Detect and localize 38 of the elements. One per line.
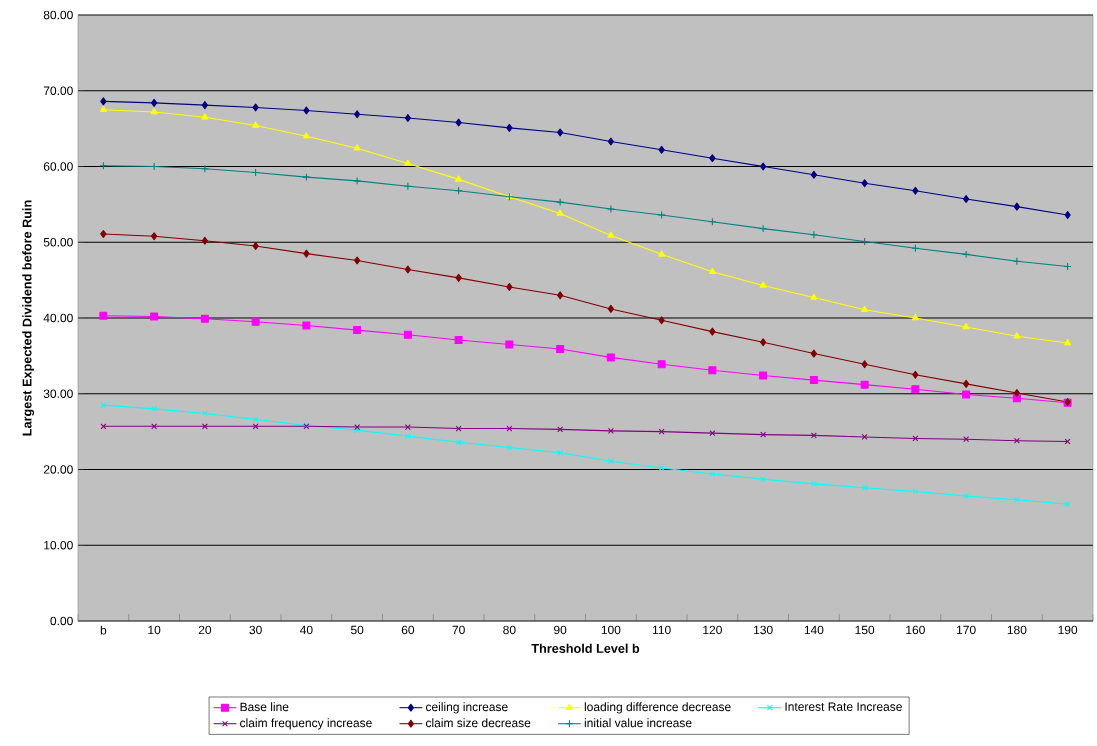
y-tick-label: 80.00 <box>43 10 73 20</box>
y-tick-label: 50.00 <box>43 237 73 247</box>
y-axis-title: Largest Expected Dividend before Ruin <box>22 200 35 436</box>
y-tick-label: 0.00 <box>50 616 73 626</box>
y-tick-label: 30.00 <box>43 389 73 398</box>
y-tick-label: 10.00 <box>44 540 73 550</box>
x-tick-label: 170 <box>957 625 976 635</box>
x-tick-label: 110 <box>652 625 671 635</box>
x-tick-label: 180 <box>1007 625 1027 635</box>
legend-label: Base line <box>240 702 289 712</box>
x-tick-label: 70 <box>452 625 465 635</box>
legend-label: initial value increase <box>584 718 692 728</box>
x-axis-title: Threshold Level b <box>531 643 640 653</box>
x-tick-label: 10 <box>148 625 161 635</box>
legend-label: ceiling increase <box>425 702 508 714</box>
y-tick-label: 20.00 <box>43 465 73 474</box>
legend-label: Interest Rate Increase <box>785 702 902 711</box>
x-tick-label: 160 <box>906 625 925 635</box>
legend-label: claim size decrease <box>425 718 531 728</box>
x-tick-label: 190 <box>1058 625 1078 635</box>
x-tick-label: 150 <box>855 625 875 635</box>
x-tick-label: 140 <box>804 625 824 635</box>
y-tick-label: 60.00 <box>43 162 73 171</box>
x-tick-label: 80 <box>503 625 516 635</box>
legend-label: loading difference decrease <box>584 702 731 714</box>
legend-label: claim frequency increase <box>240 718 372 730</box>
x-tick-label: 90 <box>554 625 567 635</box>
x-tick-label: b <box>100 625 107 635</box>
x-tick-label: 30 <box>249 625 262 635</box>
x-tick-label: 50 <box>350 625 364 635</box>
x-tick-label: 20 <box>198 625 212 635</box>
x-tick-label: 40 <box>299 625 313 635</box>
y-tick-label: 70.00 <box>43 86 73 96</box>
x-tick-label: 130 <box>754 625 773 635</box>
x-tick-label: 60 <box>401 625 415 635</box>
x-tick-label: 120 <box>703 625 722 635</box>
x-tick-label: 100 <box>601 625 621 635</box>
y-tick-label: 40.00 <box>43 313 73 323</box>
